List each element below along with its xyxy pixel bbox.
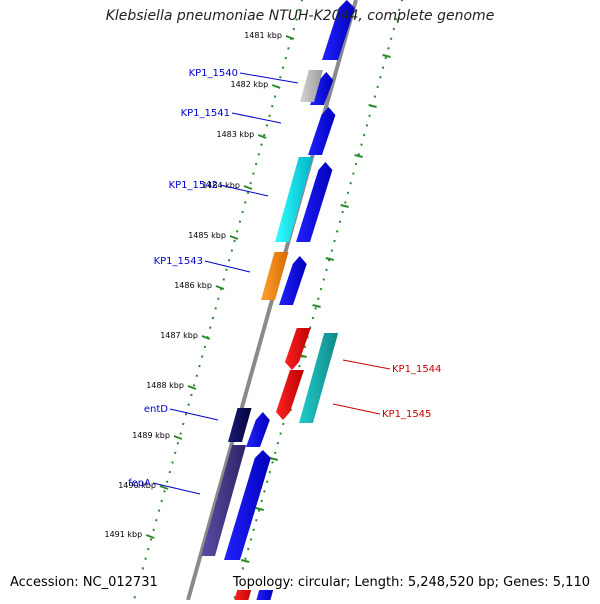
scale-label: 1486 kbp: [174, 281, 212, 290]
scale-tick: [215, 285, 225, 290]
gene-leader-line: [231, 112, 282, 124]
gene-label-kp1-1542: KP1_1542: [169, 180, 218, 191]
cds-arrow: [279, 256, 307, 305]
forward-track-dots: [231, 0, 404, 604]
gene-leader-line: [342, 359, 391, 370]
scale-tick-right: [269, 457, 279, 461]
scale-tick: [271, 84, 281, 89]
scale-tick-right: [255, 507, 265, 511]
scale-label: 1487 kbp: [160, 331, 198, 340]
scale-label: 1482 kbp: [230, 80, 268, 89]
gene-block-kp1-1542: [275, 157, 313, 242]
scale-tick-right: [382, 54, 391, 58]
scale-tick: [187, 385, 197, 390]
scale-tick: [243, 185, 253, 190]
gene-leader-line: [332, 403, 381, 415]
gene-block-entD: [228, 408, 252, 442]
scale-tick: [145, 534, 155, 539]
accession-text: Accession: NC_012731: [8, 575, 160, 590]
gene-layer: [201, 0, 355, 604]
gene-label-kp1-1543: KP1_1543: [154, 256, 203, 267]
topology-text: Topology: circular; Length: 5,248,520 bp…: [230, 575, 592, 590]
scale-tick: [229, 235, 239, 240]
scale-label: 1490 kbp: [118, 481, 156, 490]
cds-arrow: [296, 162, 333, 242]
cds-arrow: [310, 72, 334, 105]
gene-leader-line: [239, 72, 299, 84]
cds-arrow: [224, 450, 271, 560]
scale-label: 1489 kbp: [132, 431, 170, 440]
gene-block-kp1-1540: [300, 70, 323, 102]
gene-block-kp1-1544-45: [299, 333, 339, 423]
cds-arrow-forward: [276, 370, 304, 420]
scale-tick: [159, 485, 169, 490]
gene-leader-line: [219, 184, 269, 197]
gene-label-fepA: fepA: [128, 478, 151, 489]
gene-label-kp1-1541: KP1_1541: [181, 108, 230, 119]
scale-tick-right: [340, 204, 349, 208]
scale-tick: [257, 134, 267, 139]
gene-leader-line: [169, 408, 219, 421]
page-title: Klebsiella pneumoniae NTUH-K2044, comple…: [105, 8, 495, 24]
scale-tick-right: [312, 304, 321, 308]
gene-label-kp1-1545: KP1_1545: [382, 409, 431, 420]
gene-label-kp1-1544: KP1_1544: [392, 364, 441, 375]
gene-block-kp1-1543: [261, 252, 289, 300]
scale-tick-right: [325, 257, 335, 261]
gene-leader-line: [204, 260, 251, 273]
scale-label: 1488 kbp: [146, 381, 184, 390]
gene-block-fepA: [201, 445, 247, 556]
scale-tick: [173, 435, 183, 440]
scale-tick-right: [240, 559, 250, 563]
scale-label: 1483 kbp: [216, 130, 254, 139]
scale-tick: [201, 335, 211, 340]
scale-tick-right: [368, 104, 377, 108]
gene-label-entD: entD: [144, 404, 168, 415]
scale-label: 1485 kbp: [188, 231, 226, 240]
scale-tick: [285, 35, 295, 40]
cds-arrow: [322, 0, 355, 60]
scale-tick-right: [354, 154, 363, 158]
cds-arrow: [246, 412, 270, 447]
cds-arrow: [308, 107, 336, 155]
scale-label: 1491 kbp: [104, 530, 142, 539]
gene-leader-line: [152, 482, 201, 495]
scale-label: 1481 kbp: [244, 31, 282, 40]
gene-label-kp1-1540: KP1_1540: [189, 68, 238, 79]
cds-arrow-forward: [285, 328, 311, 370]
